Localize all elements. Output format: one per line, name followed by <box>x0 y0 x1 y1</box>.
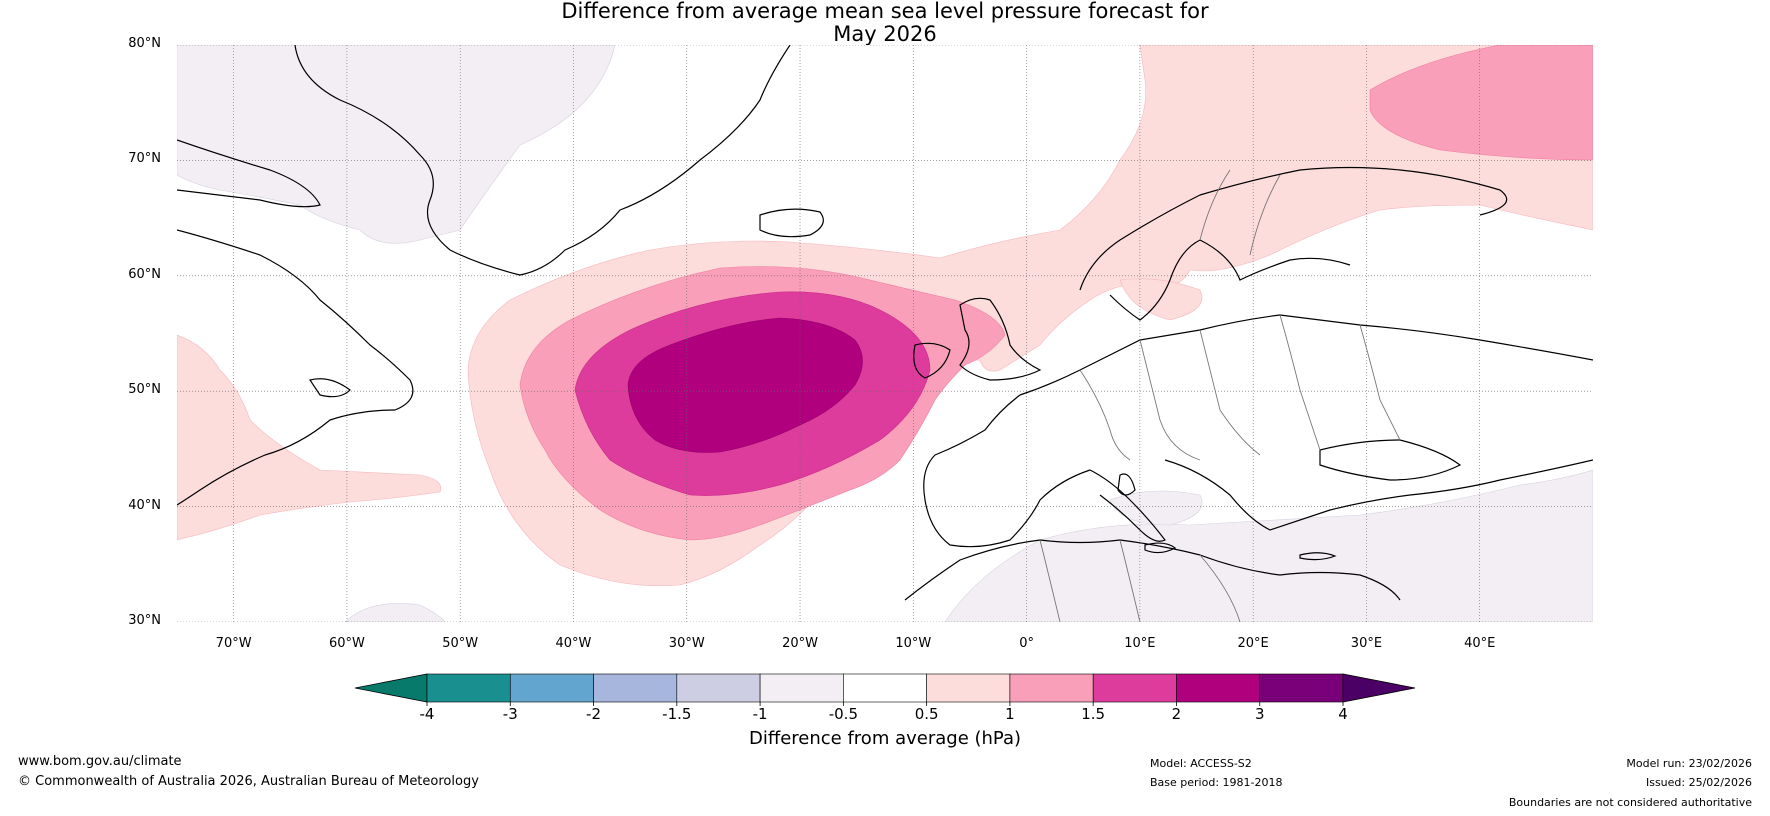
colorbar-segment <box>759 673 844 703</box>
graticule <box>177 45 1593 622</box>
colorbar-segment <box>1176 673 1261 703</box>
longitude-label: 10°E <box>1124 636 1156 651</box>
colorbar-over-triangle <box>1342 673 1416 703</box>
coastlines <box>177 45 1593 601</box>
longitude-label: 0° <box>1019 636 1034 651</box>
longitude-label: 40°E <box>1464 636 1496 651</box>
base-period-text: Base period: 1981-2018 <box>1150 776 1283 789</box>
longitude-label: 20°W <box>782 636 818 651</box>
model-text: Model: ACCESS-S2 <box>1150 757 1252 770</box>
longitude-label: 30°E <box>1350 636 1383 651</box>
latitude-label: 60°N <box>128 266 161 282</box>
latitude-label: 30°N <box>128 613 161 628</box>
colorbar-segment <box>509 673 594 703</box>
colorbar-segment <box>593 673 678 703</box>
longitude-label: 40°W <box>555 636 592 651</box>
colorbar-under-triangle <box>354 673 428 703</box>
colorbar-segment <box>843 673 927 703</box>
map-title-line1: Difference from average mean sea level p… <box>561 0 1209 23</box>
latitude-label: 50°N <box>128 382 161 398</box>
colorbar-label: Difference from average (hPa) <box>748 728 1022 749</box>
colorbar-segment <box>426 673 511 703</box>
colorbar-tick-label: 1 <box>1005 705 1015 723</box>
colorbar-segment <box>1092 673 1177 703</box>
colorbar-segment <box>1259 673 1344 703</box>
map-title-line2: May 2026 <box>833 22 937 46</box>
latitude-label: 70°N <box>128 151 161 167</box>
model-run-text: Model run: 23/02/2026 <box>1626 757 1752 770</box>
colorbar-tick-label: -3 <box>502 705 518 723</box>
colorbar-tick-label: 0.5 <box>914 705 939 723</box>
longitude-label: 70°W <box>215 636 252 651</box>
longitude-label: 30°W <box>668 636 705 651</box>
colorbar-tick-label: 4 <box>1338 705 1348 723</box>
colorbar-tick-label: -2 <box>586 705 602 723</box>
latitude-label: 40°N <box>128 497 161 513</box>
colorbar-tick-label: 2 <box>1171 705 1182 723</box>
colorbar-tick-label: -1 <box>752 705 768 723</box>
copyright-text: © Commonwealth of Australia 2026, Austra… <box>18 774 479 789</box>
colorbar-tick-label: -4 <box>419 705 435 723</box>
colorbar-segment <box>676 673 761 703</box>
longitude-label: 50°W <box>442 636 479 651</box>
colorbar-segment <box>926 673 1011 703</box>
latitude-label: 80°N <box>128 36 161 51</box>
colorbar-tick-label: -0.5 <box>828 705 858 723</box>
longitude-label: 60°W <box>328 636 365 651</box>
disclaimer-text: Boundaries are not considered authoritat… <box>1508 796 1752 809</box>
colorbar-tick-label: 1.5 <box>1081 705 1106 723</box>
country-boundaries <box>1039 169 1401 622</box>
colorbar-segment <box>1009 673 1094 703</box>
issued-text: Issued: 25/02/2026 <box>1645 776 1752 789</box>
colorbar-tick-label: -1.5 <box>662 705 692 723</box>
longitude-label: 20°E <box>1237 636 1269 651</box>
colorbar-tick-label: 3 <box>1254 705 1265 723</box>
longitude-label: 10°W <box>895 636 932 651</box>
negative-anomaly-regions <box>177 45 1593 622</box>
website-text: www.bom.gov.au/climate <box>18 754 182 769</box>
